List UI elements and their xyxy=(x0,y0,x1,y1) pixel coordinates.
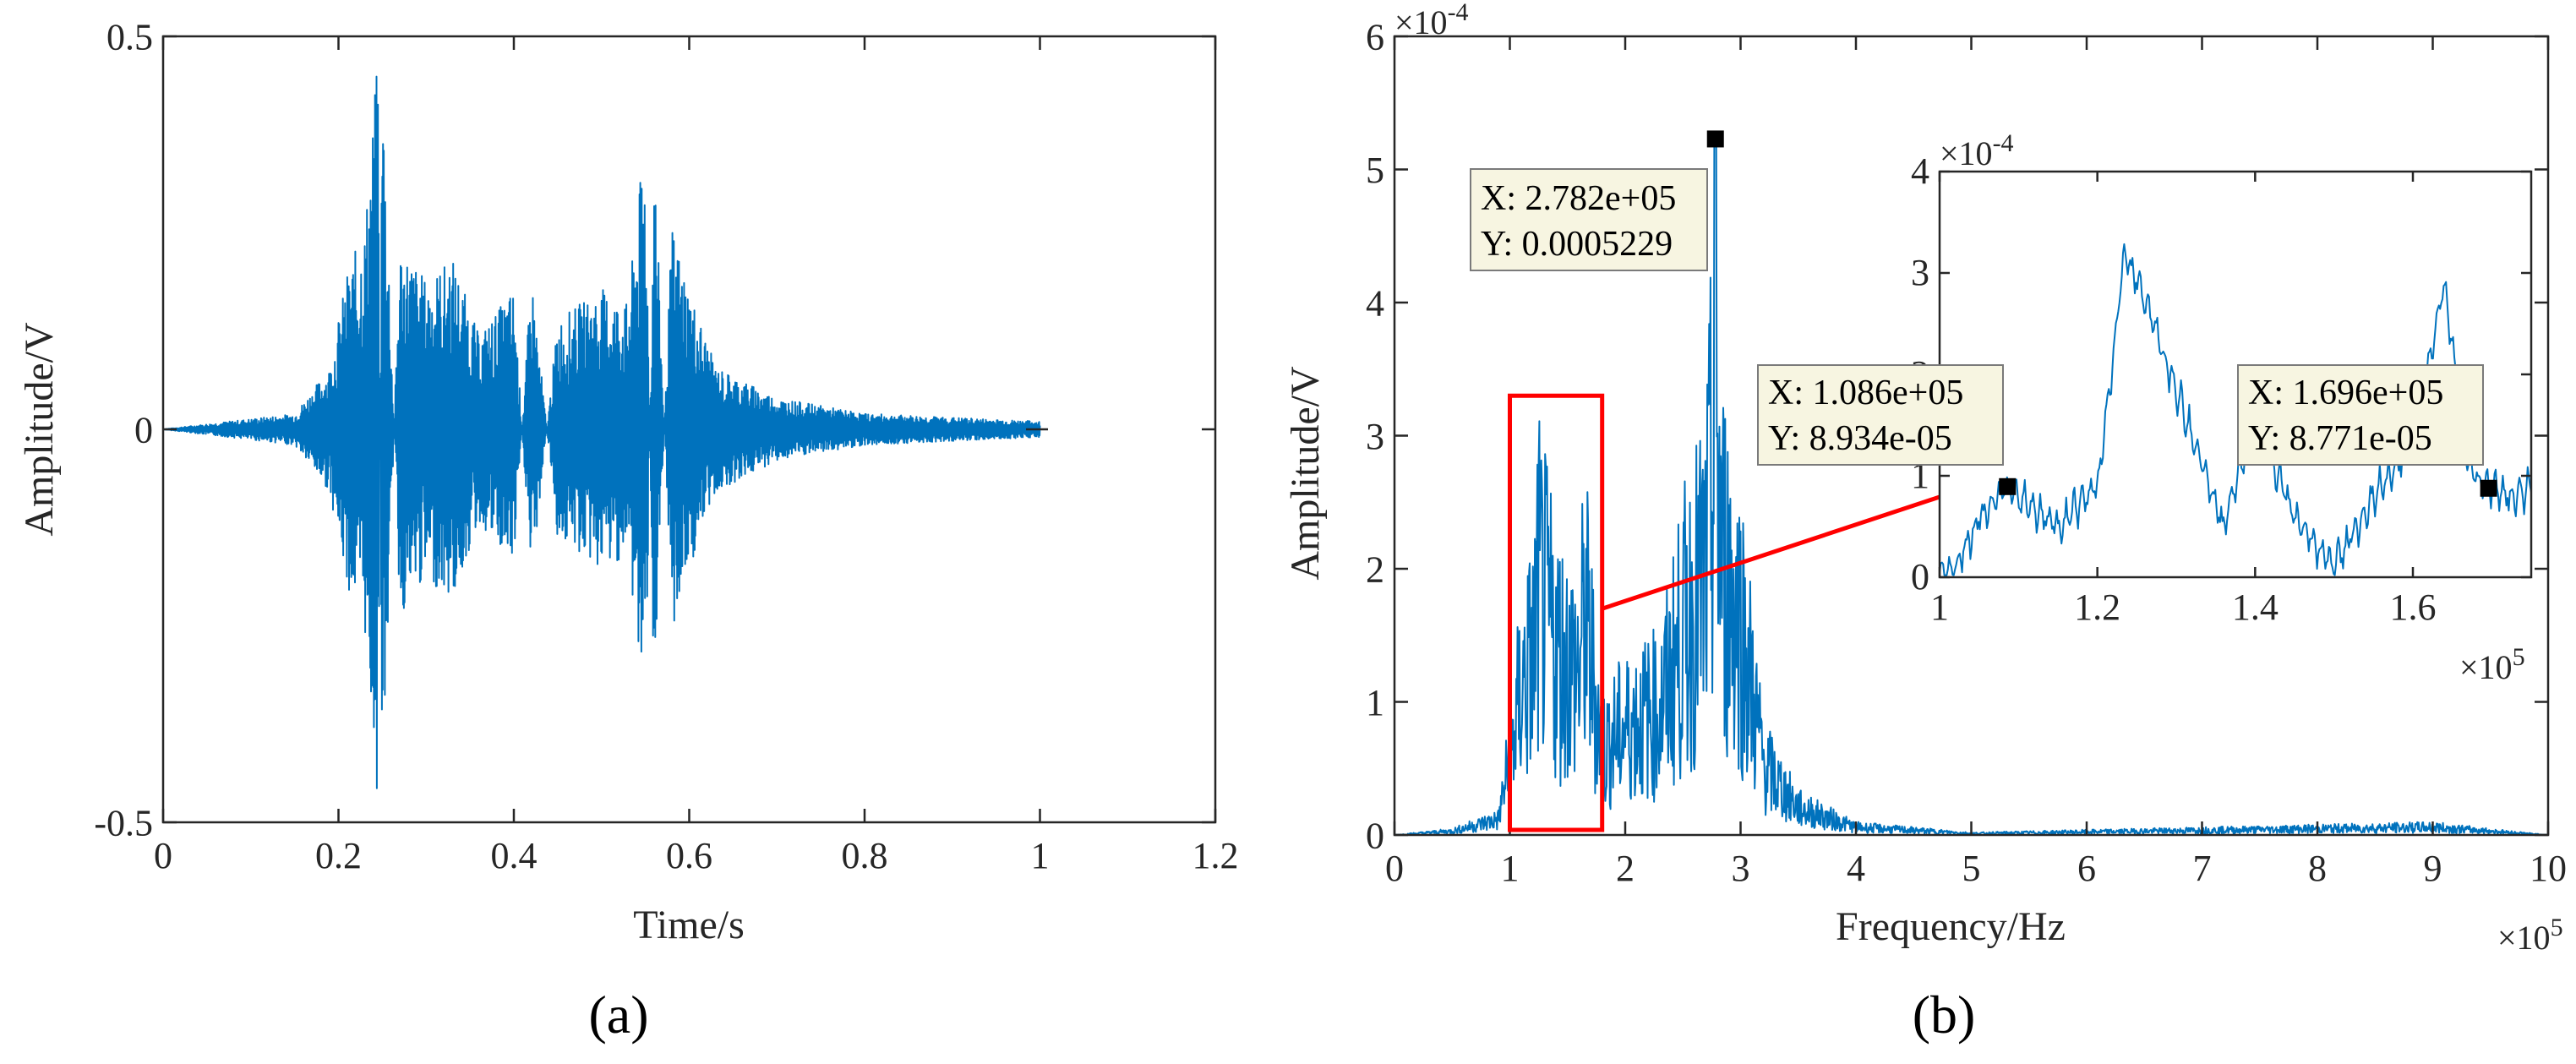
inset-x-exponent: ×105 xyxy=(2459,643,2525,686)
inset-xtick-label-2: 1.4 xyxy=(2232,587,2279,628)
panel-b-xtick-label-1: 1 xyxy=(1501,848,1520,889)
panel-b-xtick-label-2: 2 xyxy=(1616,848,1635,889)
panel-b-ytick-label-6: 6 xyxy=(1366,16,1384,57)
panel-b-y-axis-title: Amplitude/V xyxy=(1283,366,1328,581)
panel-a-ytick-label-1: 0 xyxy=(134,409,153,450)
datatip-inset-left-x: X: 1.086e+05 xyxy=(1768,374,1963,412)
inset-x-ticks: 1 1.2 1.4 1.6 xyxy=(1930,172,2437,628)
datatip-inset-left-box xyxy=(1757,364,2004,466)
panel-b-xtick-label-4: 4 xyxy=(1847,848,1865,889)
datatip-peak-box xyxy=(1470,168,1708,271)
panel-a-label: (a) xyxy=(588,985,648,1045)
panel-a-xtick-label-0: 0 xyxy=(154,835,172,876)
panel-a-y-ticks: -0.5 0 0.5 xyxy=(94,16,1215,843)
panel-b-xtick-label-0: 0 xyxy=(1385,848,1404,889)
panel-b-label: (b) xyxy=(1913,985,1976,1045)
panel-b-x-exponent: ×105 xyxy=(2497,914,2563,957)
datatip-inset-right-x: X: 1.696e+05 xyxy=(2248,374,2443,412)
panel-b-ytick-label-2: 2 xyxy=(1366,548,1384,590)
datatip-peak-marker xyxy=(1706,130,1724,148)
zoom-region-box xyxy=(1508,393,1605,832)
panel-b-ytick-label-3: 3 xyxy=(1366,416,1384,457)
zoom-connector-line xyxy=(1601,494,1940,611)
datatip-inset-right-box xyxy=(2237,364,2484,466)
panel-b-ytick-label-1: 1 xyxy=(1366,682,1384,723)
inset-xtick-label-3: 1.6 xyxy=(2390,587,2437,628)
panel-b-xtick-label-7: 7 xyxy=(2193,848,2212,889)
inset-ytick-label-0: 0 xyxy=(1911,556,1929,597)
datatip-peak-y: Y: 0.0005229 xyxy=(1481,225,1673,264)
inset-ytick-label-3: 3 xyxy=(1911,252,1929,293)
panel-b-xtick-label-10: 10 xyxy=(2530,848,2567,889)
panel-a-xtick-label-1: 0.2 xyxy=(315,835,362,876)
panel-b-ytick-label-0: 0 xyxy=(1366,815,1384,856)
panel-b-xtick-label-9: 9 xyxy=(2424,848,2442,889)
inset-ytick-label-4: 4 xyxy=(1911,150,1929,192)
panel-b-ytick-label-4: 4 xyxy=(1366,282,1384,324)
panel-a-ytick-label-0: -0.5 xyxy=(94,802,153,843)
panel-a-y-axis-title: Amplitude/V xyxy=(17,322,62,537)
inset-spectrum-line xyxy=(1939,243,2532,576)
panel-a-xtick-label-2: 0.4 xyxy=(491,835,538,876)
datatip-inset-left-y: Y: 8.934e-05 xyxy=(1768,419,1952,458)
panel-a-xtick-label-3: 0.6 xyxy=(666,835,712,876)
panel-a-xtick-label-6: 1.2 xyxy=(1192,835,1239,876)
panel-a-xtick-label-4: 0.8 xyxy=(842,835,888,876)
panel-a-x-axis-title: Time/s xyxy=(633,903,745,947)
inset-xtick-label-1: 1.2 xyxy=(2074,587,2120,628)
panel-a-signal-line xyxy=(162,75,1041,789)
panel-b-xtick-label-3: 3 xyxy=(1732,848,1750,889)
panel-a-ytick-label-2: 0.5 xyxy=(106,16,153,57)
panel-b-x-axis-title: Frequency/Hz xyxy=(1836,904,2066,949)
panel-a-x-ticks: 0 0.2 0.4 0.6 0.8 1 1.2 xyxy=(154,36,1239,876)
panel-b-y-exponent: ×10-4 xyxy=(1394,0,1469,41)
panel-a-xtick-label-5: 1 xyxy=(1031,835,1050,876)
panel-b-xtick-label-6: 6 xyxy=(2077,848,2096,889)
datatip-inset-right-marker xyxy=(2480,479,2497,497)
panel-b-ytick-label-5: 5 xyxy=(1366,150,1384,191)
inset-xtick-label-0: 1 xyxy=(1930,587,1949,628)
datatip-inset-right-y: Y: 8.771e-05 xyxy=(2248,419,2432,458)
panel-b-xtick-label-8: 8 xyxy=(2308,848,2327,889)
panel-b-xtick-label-5: 5 xyxy=(1962,848,1981,889)
panel-b-x-ticks: 0 1 2 3 4 5 6 7 8 9 10 xyxy=(1385,36,2567,889)
datatip-peak-x: X: 2.782e+05 xyxy=(1481,179,1676,218)
datatip-inset-left-marker xyxy=(1999,477,2017,495)
panel-a-chart: 0 0.2 0.4 0.6 0.8 1 1.2 -0.500.5 Time/s Amplit… xyxy=(17,16,1239,1045)
inset-y-exponent: ×10-4 xyxy=(1940,129,2014,172)
